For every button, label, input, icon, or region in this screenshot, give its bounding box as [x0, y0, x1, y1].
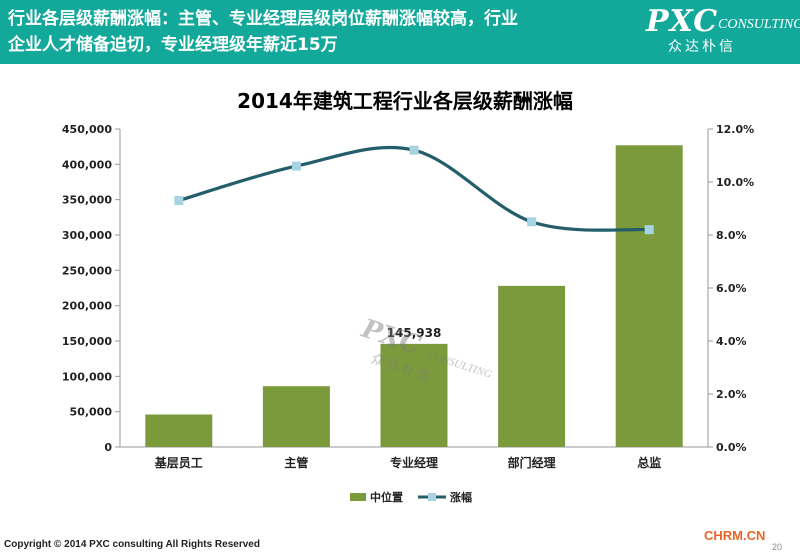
left-tick-label: 200,000	[62, 300, 112, 313]
right-tick-label: 0.0%	[716, 441, 747, 454]
growth-point-5	[644, 225, 654, 235]
page-number: 20	[772, 542, 783, 552]
left-tick-label: 250,000	[62, 264, 112, 277]
bar-3	[380, 343, 448, 447]
category-label: 部门经理	[508, 455, 556, 470]
growth-point-3	[409, 145, 419, 155]
left-tick-label: 350,000	[62, 194, 112, 207]
growth-point-2	[291, 161, 301, 171]
legend-swatch-bar	[350, 493, 366, 501]
right-tick-label: 2.0%	[716, 388, 747, 401]
header-line-2: 企业人才储备迫切，专业经理级年薪近15万	[8, 35, 338, 55]
copyright-text: Copyright © 2014 PXC consulting All Righ…	[4, 539, 260, 550]
salary-chart: 2014年建筑工程行业各层级薪酬涨幅 0 50,000 100,000 150,000…	[62, 89, 754, 504]
header-title: 行业各层级薪酬涨幅：主管、专业经理层级岗位薪酬涨幅较高，行业 企业人才储备迫切，…	[8, 6, 648, 58]
bar-4	[498, 285, 566, 447]
legend-swatch-marker	[428, 493, 436, 501]
header-banner: 行业各层级薪酬涨幅：主管、专业经理层级岗位薪酬涨幅较高，行业 企业人才储备迫切，…	[0, 0, 800, 64]
right-tick-label: 10.0%	[716, 176, 754, 189]
right-tick-label: 8.0%	[716, 229, 747, 242]
category-label: 主管	[284, 455, 308, 470]
left-tick-label: 450,000	[62, 123, 112, 136]
legend-label-bar: 中位置	[370, 490, 403, 504]
category-label: 专业经理	[390, 455, 438, 470]
right-tick-label: 4.0%	[716, 335, 747, 348]
site-badge: CHRM.CN	[704, 528, 766, 543]
left-tick-label: 400,000	[62, 158, 112, 171]
growth-point-4	[527, 217, 537, 227]
pxc-logo: PXC CONSULTING 众达朴信	[646, 4, 800, 60]
left-tick-label: 50,000	[70, 406, 113, 419]
growth-point-1	[174, 196, 184, 206]
logo-main-text: PXC	[646, 4, 719, 39]
right-tick-label: 12.0%	[716, 123, 754, 136]
left-tick-label: 150,000	[62, 335, 112, 348]
legend-label-line: 涨幅	[450, 490, 472, 504]
logo-sub-text: CONSULTING	[718, 17, 800, 32]
left-tick-label: 0	[104, 441, 112, 454]
growth-line	[178, 145, 650, 232]
bar-2	[262, 386, 330, 447]
logo-chinese-text: 众达朴信	[668, 39, 736, 55]
bar-1	[145, 414, 213, 447]
category-label: 基层员工	[154, 455, 203, 470]
header-line-1: 行业各层级薪酬涨幅：主管、专业经理层级岗位薪酬涨幅较高，行业	[8, 9, 518, 29]
category-label: 总监	[637, 455, 661, 470]
chart-title: 2014年建筑工程行业各层级薪酬涨幅	[237, 89, 573, 113]
right-tick-label: 6.0%	[716, 282, 747, 295]
left-tick-label: 300,000	[62, 229, 112, 242]
bar-5	[615, 145, 683, 447]
data-label: 145,938	[387, 326, 442, 340]
left-tick-label: 100,000	[62, 370, 112, 383]
